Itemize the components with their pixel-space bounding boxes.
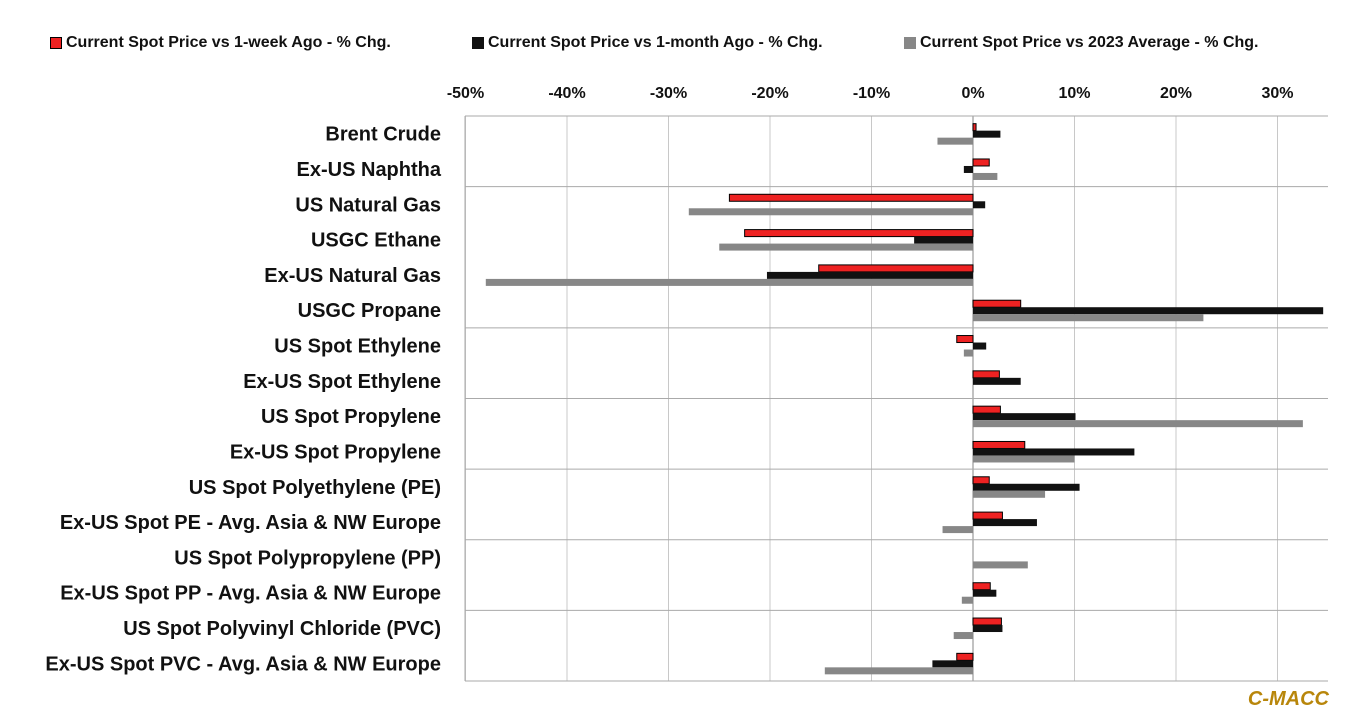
bar-1month [973,519,1037,527]
x-tick-label: -20% [751,85,788,102]
bar-1month [973,589,997,597]
category-label: US Spot Polypropylene (PP) [174,547,441,569]
legend-item-2023avg: Current Spot Price vs 2023 Average - % C… [904,33,1258,53]
legend-swatch-red [50,37,62,49]
bar-1month [973,342,987,350]
category-label: Ex-US Natural Gas [264,265,441,287]
category-label: US Spot Polyvinyl Chloride (PVC) [123,618,441,640]
legend-label-1week: Current Spot Price vs 1-week Ago - % Chg… [66,34,391,51]
x-tick-label: -30% [650,85,687,102]
bar-1week [972,582,991,591]
bar-2023avg [719,243,973,251]
bar-1month [963,165,973,173]
category-label: USGC Propane [298,300,441,322]
bar-1week [972,405,1001,414]
category-label: US Spot Polyethylene (PE) [189,477,441,499]
bar-1week [728,193,974,202]
bar-1week [972,440,1026,449]
bar-1month [973,413,1076,421]
category-label: Ex-US Spot PP - Avg. Asia & NW Europe [60,583,441,605]
bar-2023avg [973,561,1028,569]
bar-1month [973,307,1324,315]
legend-item-1week: Current Spot Price vs 1-week Ago - % Chg… [50,33,391,53]
bar-1week [972,370,1000,379]
bar-2023avg [973,314,1204,322]
bar-2023avg [937,137,973,145]
x-tick-label: -10% [853,85,890,102]
bar-2023avg [824,667,973,675]
category-label: Ex-US Spot Ethylene [243,371,441,393]
bar-2023avg [688,208,973,216]
bar-2023avg [485,278,973,286]
category-label: Ex-US Spot PVC - Avg. Asia & NW Europe [45,653,441,675]
category-label: Brent Crude [325,124,441,146]
bar-1week [972,158,990,167]
category-label: USGC Ethane [311,230,441,252]
category-label: Ex-US Spot PE - Avg. Asia & NW Europe [60,512,441,534]
x-tick-label: -50% [447,85,484,102]
bar-1week [972,511,1003,520]
bar-1week [818,264,974,273]
category-label: Ex-US Spot Propylene [230,441,441,463]
bar-1month [766,271,973,279]
bar-2023avg [942,526,973,534]
legend-item-1month: Current Spot Price vs 1-month Ago - % Ch… [472,33,823,53]
legend-label-2023avg: Current Spot Price vs 2023 Average - % C… [920,34,1259,51]
bar-2023avg [973,490,1046,498]
bar-1week [956,652,974,661]
bar-2023avg [961,596,973,604]
bar-1month [932,660,973,668]
x-tick-label: 10% [1058,85,1090,102]
bar-1week [972,476,990,485]
legend-swatch-gray [904,37,916,49]
bar-1month [973,625,1003,633]
bar-2023avg [973,420,1303,428]
source-label: C-MACC [1247,688,1329,710]
bar-1month [973,483,1080,491]
legend-label-1month: Current Spot Price vs 1-month Ago - % Ch… [488,34,823,51]
x-tick-label: 30% [1261,85,1293,102]
x-tick-label: -40% [548,85,585,102]
bar-1week [956,335,974,344]
x-tick-label: 0% [961,85,984,102]
bar-1month [914,236,973,244]
bar-1week [744,229,974,238]
category-label: US Natural Gas [295,194,441,216]
x-tick-label: 20% [1160,85,1192,102]
bar-2023avg [973,172,998,180]
bar-1week [972,617,1002,626]
category-label: US Spot Propylene [261,406,441,428]
category-label: US Spot Ethylene [274,336,441,358]
bar-2023avg [953,632,973,640]
legend-swatch-black [472,37,484,49]
bar-1week [972,299,1022,308]
bar-1week [972,123,977,132]
category-label: Ex-US Naphtha [297,159,442,181]
bar-1month [973,201,986,209]
bar-1month [973,377,1021,385]
bar-2023avg [973,455,1075,463]
bar-2023avg [963,349,973,357]
bar-1month [973,130,1001,138]
bar-1month [973,448,1135,456]
